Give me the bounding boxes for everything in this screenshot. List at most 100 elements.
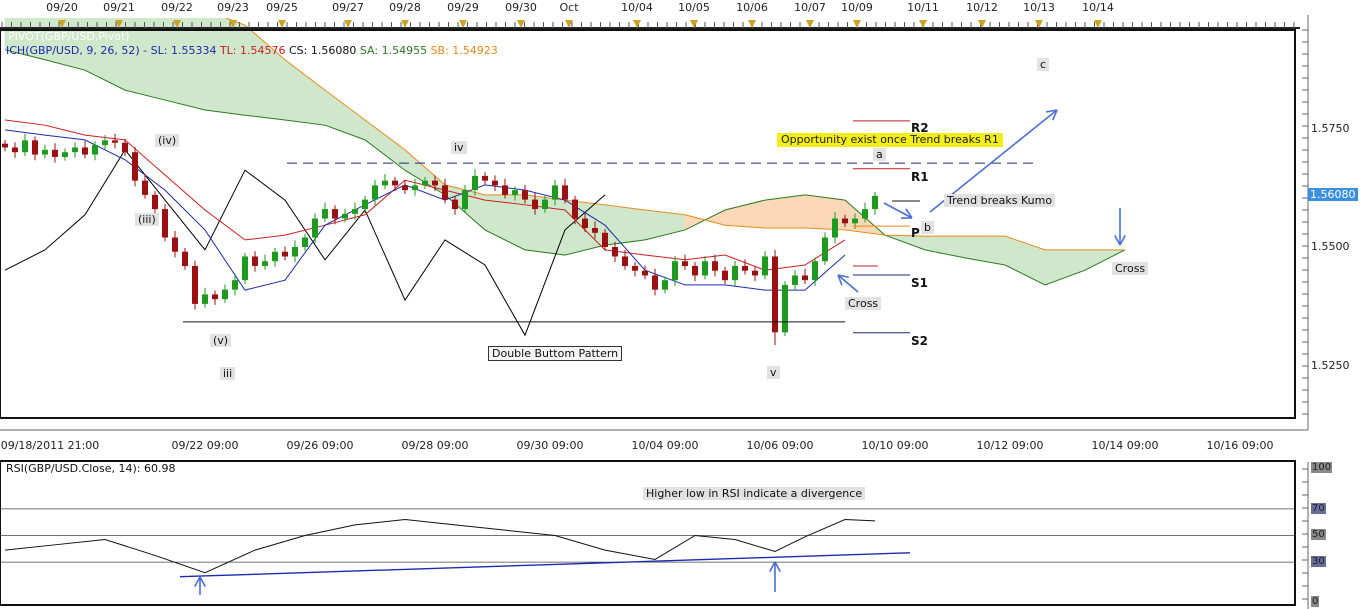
top-date-label: 09/20 (46, 1, 78, 14)
candle-body (322, 209, 328, 219)
pivot-s2-label: S2 (911, 334, 928, 348)
candle-body (202, 294, 208, 304)
candle-body (232, 280, 238, 290)
bottom-date-label: 09/28 09:00 (401, 439, 469, 452)
date-marker-icon (459, 20, 467, 28)
kumo-segment (484, 194, 526, 251)
wave-label: b (921, 221, 934, 234)
pivot-indicator-label: PIVOT(GBP/USD,Pivot) (8, 30, 130, 43)
wave-label: iv (451, 141, 467, 154)
cross-arrow-icon-head (837, 274, 849, 279)
candle-body (782, 284, 788, 333)
rsi-divergence-label: Higher low in RSI indicate a divergence (643, 487, 866, 500)
cross-label: Cross (1112, 262, 1149, 275)
date-marker-icon (517, 20, 525, 28)
candle-body (422, 180, 428, 186)
kumo-segment (1044, 249, 1086, 286)
date-marker-icon (344, 20, 352, 28)
date-marker-icon (806, 20, 814, 28)
cross-arrow-icon-head (1119, 234, 1126, 246)
top-date-label: Oct (559, 1, 579, 14)
candle-body (12, 147, 18, 153)
top-date-label: 09/29 (447, 1, 479, 14)
cross-arrow-icon-head (837, 274, 843, 286)
candle-body (282, 251, 288, 257)
rsi-tick: 50 (1311, 529, 1326, 540)
candle-body (802, 275, 808, 281)
date-marker-icon (853, 20, 861, 28)
bottom-date-label: 09/18/2011 21:00 (0, 439, 100, 452)
candle-body (632, 265, 638, 271)
candle-body (52, 149, 58, 157)
candle-body (432, 180, 438, 186)
kumo-segment (284, 59, 326, 126)
bottom-date-label: 10/06 09:00 (746, 439, 814, 452)
wave-label: iii (220, 367, 236, 380)
rsi-low-arrow-icon-head (769, 561, 776, 573)
candle-body (602, 232, 608, 247)
kumo-segment (604, 204, 646, 246)
candle-body (452, 199, 458, 210)
tenkan-sen-line (4, 119, 846, 271)
rsi-low-arrow-icon-head (199, 576, 206, 588)
candle-body (762, 256, 768, 276)
date-marker-icon (1035, 20, 1043, 28)
wave-label: v (767, 366, 780, 379)
bottom-date-label: 10/04 09:00 (631, 439, 699, 452)
candle-body (532, 199, 538, 210)
pivot-r2-label: R2 (911, 121, 929, 135)
top-date-label: 10/13 (1023, 1, 1055, 14)
sb-value: SB: 1.54923 (430, 44, 498, 57)
rsi-plot-frame (0, 460, 1296, 606)
bottom-date-label: 10/12 09:00 (976, 439, 1044, 452)
candle-body (82, 147, 88, 155)
current-price-badge: 1.56080 (1308, 188, 1358, 201)
candle-body (182, 251, 188, 266)
top-date-label: 10/09 (841, 1, 873, 14)
candle-body (252, 256, 258, 266)
candle-body (722, 270, 728, 281)
top-date-label: 10/06 (736, 1, 768, 14)
candle-body (112, 140, 118, 143)
candle-body (362, 199, 368, 210)
date-marker-icon (229, 20, 237, 28)
candle-body (692, 265, 698, 276)
candle-body (242, 256, 248, 281)
candle-body (812, 261, 818, 281)
top-date-label: 10/12 (966, 1, 998, 14)
wave-label: (iii) (135, 213, 159, 226)
candle-body (622, 256, 628, 266)
candle-body (562, 185, 568, 200)
date-marker-icon (58, 20, 66, 28)
main-plot-frame (0, 29, 1296, 419)
candle-body (172, 237, 178, 252)
double-bottom-label: Double Buttom Pattern (488, 346, 623, 361)
kumo-segment (924, 235, 966, 259)
candle-body (342, 213, 348, 219)
top-date-label: 09/21 (103, 1, 135, 14)
bottom-date-label: 09/26 09:00 (286, 439, 354, 452)
candle-body (482, 175, 488, 181)
bottom-date-label: 09/30 09:00 (516, 439, 584, 452)
kumo-segment (804, 194, 846, 231)
candle-body (682, 261, 688, 266)
candle-body (662, 280, 668, 290)
rsi-tick: 0 (1311, 596, 1320, 607)
candle-body (792, 275, 798, 285)
candle-body (582, 218, 588, 229)
date-marker-icon (401, 20, 409, 28)
date-marker-icon (1094, 20, 1102, 28)
candle-body (712, 261, 718, 271)
candle-body (592, 228, 598, 233)
candle-body (152, 194, 158, 210)
candle-body (302, 237, 308, 247)
sa-value: SA: 1.54955 (359, 44, 428, 57)
candle-body (312, 218, 318, 238)
top-date-label: 09/25 (266, 1, 298, 14)
candle-body (872, 195, 878, 210)
candle-body (522, 190, 528, 200)
candle-body (612, 247, 618, 257)
candle-body (852, 218, 858, 224)
wave-label: a (873, 148, 886, 161)
